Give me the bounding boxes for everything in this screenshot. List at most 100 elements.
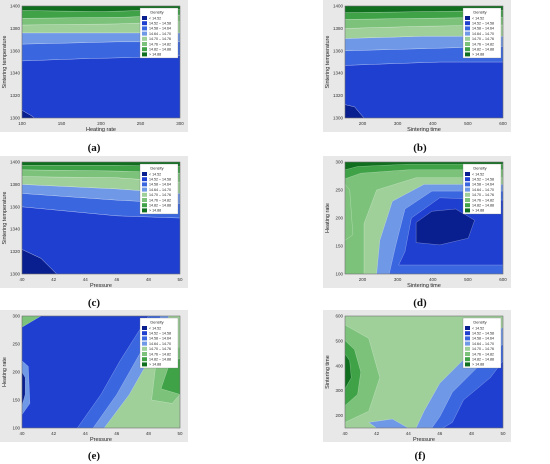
y-tick-label: 1400 bbox=[333, 4, 344, 9]
legend-entry: < 14.52 bbox=[149, 326, 161, 330]
y-axis-label: Sintering temperature bbox=[2, 192, 8, 245]
legend-entry: > 14.88 bbox=[149, 53, 161, 57]
legend-entry: 14.52 – 14.58 bbox=[472, 332, 494, 336]
caption-d: (d) bbox=[413, 297, 427, 309]
y-tick-label: 100 bbox=[12, 426, 20, 431]
legend-entry: 14.64 – 14.70 bbox=[149, 342, 171, 346]
y-tick-label: 300 bbox=[335, 388, 343, 393]
y-axis-label: Sintering time bbox=[325, 355, 331, 389]
caption-a: (a) bbox=[87, 142, 101, 154]
legend-swatch bbox=[465, 172, 470, 176]
legend-entry: > 14.88 bbox=[149, 209, 161, 213]
legend-entry: 14.76 – 14.82 bbox=[149, 198, 171, 202]
legend-entry: > 14.88 bbox=[472, 209, 484, 213]
y-tick-label: 100 bbox=[335, 272, 343, 277]
legend-swatch bbox=[142, 47, 147, 52]
caption-b: (b) bbox=[413, 142, 427, 154]
y-tick-label: 250 bbox=[12, 342, 20, 347]
y-tick-label: 1300 bbox=[10, 272, 21, 277]
legend-swatch bbox=[465, 42, 470, 46]
legend-swatch bbox=[142, 182, 147, 187]
legend-entry: 14.70 – 14.76 bbox=[149, 37, 171, 41]
legend-entry: 14.82 – 14.88 bbox=[149, 204, 171, 208]
legend-swatch bbox=[142, 31, 147, 36]
x-tick-label: 40 bbox=[19, 431, 25, 436]
caption-f: (f) bbox=[414, 450, 426, 462]
plot-frame bbox=[344, 161, 504, 275]
contour-plot-e: 40 42 44 46 48 50 100 150 200 250 300 Pressure Heati… bbox=[0, 310, 188, 443]
legend-entry: 14.64 – 14.70 bbox=[472, 32, 494, 36]
legend-swatch bbox=[465, 192, 470, 197]
y-tick-label: 250 bbox=[335, 188, 343, 193]
legend-title: Density bbox=[473, 166, 486, 171]
plot-frame bbox=[21, 315, 181, 429]
legend-swatch bbox=[142, 208, 147, 213]
contour-band-6 bbox=[345, 353, 352, 390]
legend-entry: 14.58 – 14.64 bbox=[149, 183, 171, 187]
contour-plot-b: 200 300 400 500 600 1300 1320 1340 1360 1380 1400 S… bbox=[323, 0, 511, 133]
contour-band-7 bbox=[22, 360, 31, 415]
legend-swatch bbox=[142, 187, 147, 192]
x-tick-label: 300 bbox=[394, 121, 402, 126]
legend-entry: 14.82 – 14.88 bbox=[149, 48, 171, 52]
x-tick-label: 200 bbox=[359, 277, 367, 282]
x-tick-label: 600 bbox=[499, 121, 507, 126]
y-tick-label: 1340 bbox=[10, 227, 21, 232]
y-axis-label: Sintering temperature bbox=[2, 36, 8, 89]
legend-swatch bbox=[465, 36, 470, 41]
legend-swatch bbox=[142, 16, 147, 20]
legend-entry: > 14.88 bbox=[472, 53, 484, 57]
legend-swatch bbox=[465, 26, 470, 31]
legend-swatch bbox=[142, 36, 147, 41]
legend-swatch bbox=[142, 336, 147, 341]
contour-band-3 bbox=[442, 360, 503, 428]
x-tick-label: 400 bbox=[429, 277, 437, 282]
x-tick-label: 600 bbox=[499, 277, 507, 282]
contour-band-7 bbox=[368, 418, 409, 428]
legend-swatch bbox=[142, 326, 147, 330]
y-tick-label: 500 bbox=[335, 338, 343, 343]
legend-entry: < 14.52 bbox=[472, 16, 484, 20]
chart-panel-b: 200 300 400 500 600 1300 1320 1340 1360 1380 1400 S… bbox=[323, 0, 511, 133]
legend-entry: > 14.88 bbox=[149, 363, 161, 367]
legend-entry: 14.76 – 14.82 bbox=[149, 352, 171, 356]
legend-entry: 14.70 – 14.76 bbox=[472, 193, 494, 197]
y-tick-label: 200 bbox=[335, 216, 343, 221]
legend-swatch bbox=[465, 16, 470, 20]
legend-entry: < 14.52 bbox=[149, 16, 161, 20]
x-tick-label: 44 bbox=[83, 431, 89, 436]
x-axis-label: Pressure bbox=[413, 437, 435, 442]
y-tick-label: 200 bbox=[12, 370, 20, 375]
legend-swatch bbox=[142, 198, 147, 202]
x-tick-label: 150 bbox=[58, 121, 66, 126]
legend-entry: > 14.88 bbox=[472, 363, 484, 367]
legend-swatch bbox=[142, 172, 147, 176]
legend-swatch bbox=[465, 52, 470, 57]
legend-swatch bbox=[465, 177, 470, 182]
chart-panel-c: 40 42 44 46 48 50 1300 1320 1340 1360 1380 1400 Pres… bbox=[0, 156, 188, 289]
legend-swatch bbox=[465, 352, 470, 356]
x-tick-label: 500 bbox=[464, 277, 472, 282]
legend-entry: 14.76 – 14.82 bbox=[472, 42, 494, 46]
legend-swatch bbox=[142, 42, 147, 46]
x-tick-label: 500 bbox=[464, 121, 472, 126]
x-tick-label: 100 bbox=[18, 121, 26, 126]
legend-swatch bbox=[465, 326, 470, 330]
legend-entry: 14.70 – 14.76 bbox=[472, 347, 494, 351]
legend-swatch bbox=[465, 198, 470, 202]
legend-entry: 14.82 – 14.88 bbox=[472, 358, 494, 362]
y-tick-label: 1300 bbox=[10, 116, 21, 121]
x-tick-label: 50 bbox=[500, 431, 506, 436]
legend-entry: 14.52 – 14.58 bbox=[149, 332, 171, 336]
legend-swatch bbox=[465, 182, 470, 187]
legend-swatch bbox=[142, 177, 147, 182]
legend-entry: 14.76 – 14.82 bbox=[149, 42, 171, 46]
x-tick-label: 200 bbox=[359, 121, 367, 126]
y-tick-label: 150 bbox=[12, 398, 20, 403]
contour-band-8 bbox=[22, 371, 26, 406]
y-tick-label: 300 bbox=[12, 314, 20, 319]
legend-entry: 14.52 – 14.58 bbox=[472, 178, 494, 182]
legend-entry: 14.52 – 14.58 bbox=[149, 22, 171, 26]
